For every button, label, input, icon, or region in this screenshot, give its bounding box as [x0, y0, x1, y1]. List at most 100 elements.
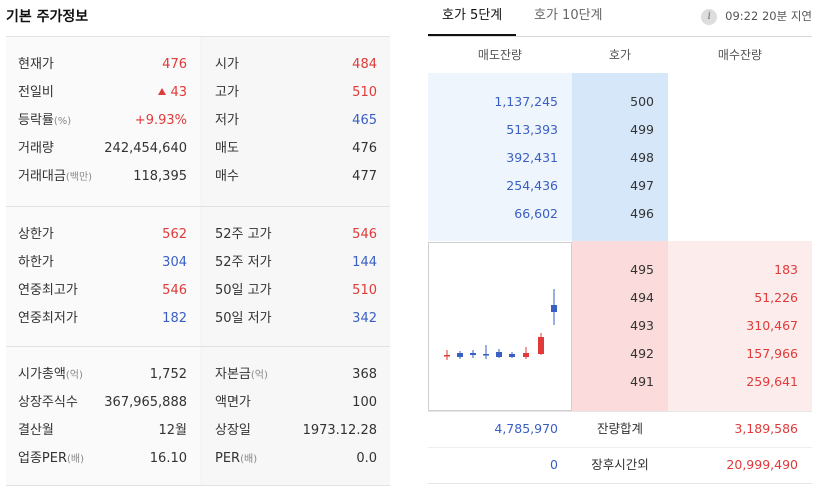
info-row-s1-3-right: 매도 476 — [203, 135, 390, 163]
up-triangle-icon — [158, 88, 167, 95]
info-value: 43 — [158, 79, 187, 107]
candle-body — [551, 305, 557, 312]
price-range-section: 상한가 562 52주 고가 546 하한가 304 52주 저가 144 연중최고가 546 50… — [6, 206, 390, 346]
header-ask-qty: 매도잔량 — [428, 37, 572, 73]
info-label: PER(배) — [215, 451, 258, 466]
info-value: 304 — [162, 255, 187, 270]
ask-price[interactable]: 499 — [630, 122, 654, 137]
info-row-s1-4-right: 매수 477 — [203, 163, 390, 191]
bid-qty: 51,226 — [754, 290, 798, 305]
ask-price[interactable]: 498 — [630, 150, 654, 165]
total-ask-qty: 4,785,970 — [494, 421, 558, 436]
info-row-s2-3: 연중최저가 182 — [6, 305, 200, 333]
info-row-s2-3-right: 50일 저가 342 — [203, 305, 390, 333]
ask-price[interactable]: 500 — [630, 94, 654, 109]
bid-price[interactable]: 493 — [630, 318, 654, 333]
price-info-section: 현재가 476 시가 484 전일비 43 고가 510 등락률(%) +9.93% 저가 465 거래… — [6, 36, 390, 206]
ask-qty: 254,436 — [506, 178, 558, 193]
info-label: 연중최저가 — [18, 311, 78, 326]
after-hours-bid-qty: 20,999,490 — [726, 457, 798, 472]
info-row-s2-0-right: 52주 고가 546 — [203, 221, 390, 249]
info-value: 182 — [162, 311, 187, 326]
bid-price[interactable]: 494 — [630, 290, 654, 305]
candle-body — [496, 352, 502, 357]
info-label: 매수 — [215, 169, 239, 184]
info-label: 50일 고가 — [215, 283, 272, 298]
info-row-s2-2-right: 50일 고가 510 — [203, 277, 390, 305]
bid-qty: 183 — [774, 262, 798, 277]
bid-price[interactable]: 495 — [630, 262, 654, 277]
info-label: 전일비 — [18, 85, 54, 100]
ask-price[interactable]: 496 — [630, 206, 654, 221]
info-row-s1-3: 거래량 242,454,640 — [6, 135, 200, 163]
ask-price[interactable]: 497 — [630, 178, 654, 193]
info-row-s3-3: 업종PER(배) 16.10 — [6, 445, 200, 473]
info-label: 시가 — [215, 57, 239, 72]
info-label: 매도 — [215, 141, 239, 156]
info-row-s1-4: 거래대금(백만) 118,395 — [6, 163, 200, 191]
info-label: 액면가 — [215, 395, 251, 410]
bid-price[interactable]: 492 — [630, 346, 654, 361]
header-bid-qty: 매수잔량 — [668, 37, 812, 73]
info-value: 1,752 — [149, 367, 187, 382]
info-value: 1973.12.28 — [302, 423, 377, 438]
info-row-s3-0-right: 자본금(억) 368 — [203, 361, 390, 389]
company-info-section: 시가총액(억) 1,752 자본금(억) 368 상장주식수 367,965,888 액면가… — [6, 346, 390, 486]
info-value: 484 — [352, 57, 377, 72]
info-label: 상장일 — [215, 423, 251, 438]
info-row-s3-2: 결산월 12월 — [6, 417, 200, 445]
candle-chart-svg — [444, 289, 557, 360]
info-value: 546 — [162, 283, 187, 298]
info-label: 50일 저가 — [215, 311, 272, 326]
info-row-s2-2: 연중최고가 546 — [6, 277, 200, 305]
info-row-s1-0-right: 시가 484 — [203, 51, 390, 79]
tab-orderbook-5[interactable]: 호가 5단계 — [428, 0, 517, 36]
info-label: 연중최고가 — [18, 283, 78, 298]
info-label: 고가 — [215, 85, 239, 100]
info-row-s1-0: 현재가 476 — [6, 51, 200, 79]
candle-body — [444, 355, 450, 357]
info-value: 0.0 — [356, 451, 377, 466]
info-label: 상한가 — [18, 227, 54, 242]
bid-qty: 259,641 — [746, 374, 798, 389]
info-row-s1-1: 전일비 43 — [6, 79, 200, 107]
info-value: 100 — [352, 395, 377, 410]
info-value: 342 — [352, 311, 377, 326]
info-value: 465 — [352, 113, 377, 128]
candle-body — [538, 337, 544, 354]
bid-price[interactable]: 491 — [630, 374, 654, 389]
info-value: 546 — [352, 227, 377, 242]
info-value: 118,395 — [133, 169, 187, 184]
ask-qty: 513,393 — [506, 122, 558, 137]
info-value: 510 — [352, 85, 377, 100]
info-row-s1-1-right: 고가 510 — [203, 79, 390, 107]
info-value: 477 — [352, 169, 377, 184]
after-hours-label: 장후시간외 — [591, 457, 649, 472]
info-value: 242,454,640 — [104, 141, 187, 156]
tab-orderbook-10[interactable]: 호가 10단계 — [534, 8, 603, 23]
info-label: 하한가 — [18, 255, 54, 270]
info-label: 52주 저가 — [215, 255, 272, 270]
bid-qty: 310,467 — [746, 318, 798, 333]
info-value: 368 — [352, 367, 377, 382]
info-row-s3-1-right: 액면가 100 — [203, 389, 390, 417]
info-row-s1-2: 등락률(%) +9.93% — [6, 107, 200, 135]
orderbook: 매도잔량 호가 매수잔량 1,137,245 500 513,393 499 392,4… — [428, 36, 812, 488]
mini-candle-chart — [428, 242, 572, 411]
info-value: 144 — [352, 255, 377, 270]
info-row-s3-3-right: PER(배) 0.0 — [203, 445, 390, 473]
tab-bar: 호가 5단계 호가 10단계 — [428, 0, 820, 36]
delay-text: 09:22 20분 지연 — [725, 9, 812, 23]
total-label: 잔량합계 — [596, 421, 643, 436]
info-label: 52주 고가 — [215, 227, 272, 242]
candle-body — [470, 353, 476, 355]
info-value: 16.10 — [149, 451, 187, 466]
info-icon[interactable]: i — [701, 9, 718, 25]
info-row-s3-0: 시가총액(억) 1,752 — [6, 361, 200, 389]
total-bid-qty: 3,189,586 — [734, 421, 798, 436]
bid-qty: 157,966 — [746, 346, 798, 361]
ask-qty: 392,431 — [506, 150, 558, 165]
after-hours-ask-qty: 0 — [550, 457, 558, 472]
info-label: 저가 — [215, 113, 239, 128]
ask-qty: 1,137,245 — [494, 94, 558, 109]
